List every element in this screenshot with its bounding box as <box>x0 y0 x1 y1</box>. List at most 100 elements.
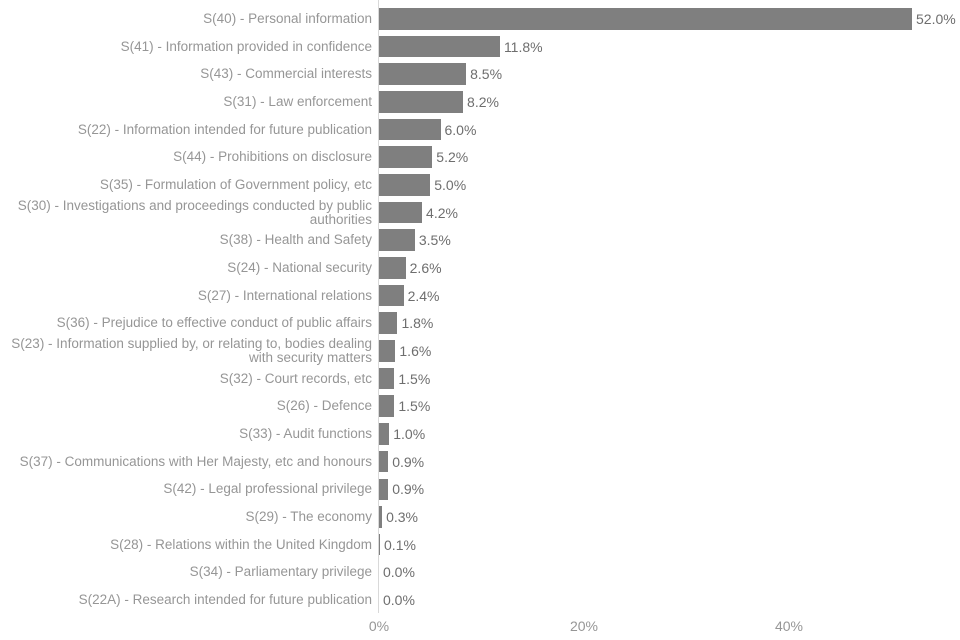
value-label: 1.0% <box>393 425 426 442</box>
bar-track: 0.0% <box>372 558 960 586</box>
value-label: 2.6% <box>409 259 442 276</box>
bar <box>379 450 389 473</box>
bar-row: S(36) - Prejudice to effective conduct o… <box>0 309 960 337</box>
bar-row: S(31) - Law enforcement 8.2% <box>0 88 960 116</box>
bar <box>379 340 396 362</box>
bar-row: S(41) - Information provided in confiden… <box>0 33 960 61</box>
category-label: S(36) - Prejudice to effective conduct o… <box>56 315 372 331</box>
bar <box>379 506 383 528</box>
bar <box>379 91 464 113</box>
value-label: 0.0% <box>383 591 415 608</box>
bar <box>379 229 415 251</box>
bar <box>379 35 500 58</box>
value-label: 1.8% <box>401 315 434 332</box>
category-label: S(43) - Commercial interests <box>200 66 372 82</box>
category-label: S(22A) - Research intended for future pu… <box>78 591 372 607</box>
value-label: 5.2% <box>436 149 469 166</box>
bar-row: S(34) - Parliamentary privilege 0.0% <box>0 558 960 586</box>
category-label: S(29) - The economy <box>245 508 372 524</box>
category-label: S(42) - Legal professional privilege <box>163 481 372 497</box>
x-axis: 0% 20% 40% <box>0 613 960 640</box>
bar-row: S(24) - National security 2.6% <box>0 254 960 282</box>
category-label: S(27) - International relations <box>197 287 372 303</box>
bar-row: S(23) - Information supplied by, or rela… <box>0 335 960 365</box>
bar-row: S(29) - The economy 0.3% <box>0 503 960 531</box>
category-label: S(33) - Audit functions <box>239 425 372 441</box>
bar-track: 1.8% <box>372 309 960 337</box>
bar-track: 6.0% <box>372 116 960 144</box>
y-axis-line <box>378 0 379 613</box>
value-label: 0.3% <box>386 508 418 525</box>
category-label: S(26) - Defence <box>276 398 372 414</box>
bar-row: S(44) - Prohibitions on disclosure 5.2% <box>0 143 960 171</box>
bar-row: S(33) - Audit functions 1.0% <box>0 420 960 448</box>
category-label: S(23) - Information supplied by, or rela… <box>11 335 372 365</box>
bar-row: S(32) - Court records, etc 1.5% <box>0 365 960 393</box>
value-label: 2.4% <box>407 287 440 304</box>
category-label: S(30) - Investigations and proceedings c… <box>17 197 372 227</box>
x-tick-label: 20% <box>569 618 599 634</box>
bar <box>379 201 423 224</box>
value-label: 6.0% <box>444 121 477 138</box>
category-label: S(37) - Communications with Her Majesty,… <box>19 453 372 469</box>
bar-row: S(37) - Communications with Her Majesty,… <box>0 448 960 476</box>
category-label: S(41) - Information provided in confiden… <box>120 38 372 54</box>
value-label: 0.0% <box>383 564 415 581</box>
value-label: 1.5% <box>398 398 431 415</box>
value-label: 0.1% <box>384 536 416 553</box>
category-label: S(24) - National security <box>227 259 372 275</box>
bar-track: 52.0% <box>372 5 960 33</box>
bar-track: 1.5% <box>372 392 960 420</box>
bar <box>379 423 390 445</box>
bar-row: S(40) - Personal information 52.0% <box>0 5 960 33</box>
bar-track: 0.9% <box>372 475 960 503</box>
category-label: S(32) - Court records, etc <box>219 370 372 386</box>
chart-rows: S(40) - Personal information 52.0% S(41) -… <box>0 5 960 614</box>
bar-track: 5.2% <box>372 143 960 171</box>
bar-track: 3.5% <box>372 226 960 254</box>
value-label: 0.9% <box>392 481 425 498</box>
bar-track: 0.3% <box>372 503 960 531</box>
category-label: S(38) - Health and Safety <box>219 232 372 248</box>
bar-row: S(30) - Investigations and proceedings c… <box>0 197 960 227</box>
value-label: 11.8% <box>503 38 543 55</box>
category-label: S(28) - Relations within the United King… <box>110 536 372 552</box>
bar-row: S(38) - Health and Safety 3.5% <box>0 226 960 254</box>
bar-row: S(22) - Information intended for future … <box>0 116 960 144</box>
value-label: 1.6% <box>399 342 432 359</box>
bar <box>379 284 404 307</box>
category-label: S(40) - Personal information <box>203 10 372 26</box>
bar-track: 1.0% <box>372 420 960 448</box>
bar-row: S(43) - Commercial interests 8.5% <box>0 60 960 88</box>
value-label: 52.0% <box>916 10 956 27</box>
bar <box>379 8 912 30</box>
bar-track: 0.9% <box>372 448 960 476</box>
bar <box>379 312 398 334</box>
bar-row: S(42) - Legal professional privilege 0.9% <box>0 475 960 503</box>
bar-track: 1.5% <box>372 365 960 393</box>
bar-track: 0.1% <box>372 531 960 559</box>
value-label: 1.5% <box>398 370 431 387</box>
category-label: S(31) - Law enforcement <box>223 93 372 109</box>
bar-track: 4.2% <box>372 199 960 227</box>
bar-track: 2.6% <box>372 254 960 282</box>
bar-track: 5.0% <box>372 171 960 199</box>
bar <box>379 63 467 85</box>
value-label: 5.0% <box>434 176 467 193</box>
bar-row: S(26) - Defence 1.5% <box>0 392 960 420</box>
bar <box>379 146 433 168</box>
category-label: S(34) - Parliamentary privilege <box>189 564 372 580</box>
value-label: 0.9% <box>392 453 425 470</box>
bar-track: 2.4% <box>372 282 960 310</box>
bar <box>379 118 441 141</box>
bar-track: 11.8% <box>372 33 960 61</box>
category-label: S(22) - Information intended for future … <box>77 121 372 137</box>
bar-track: 8.2% <box>372 88 960 116</box>
value-label: 8.5% <box>470 66 503 83</box>
bar <box>379 533 381 556</box>
bar-row: S(22A) - Research intended for future pu… <box>0 586 960 614</box>
bar <box>379 257 406 279</box>
bar <box>379 395 395 417</box>
value-label: 8.2% <box>467 93 499 110</box>
